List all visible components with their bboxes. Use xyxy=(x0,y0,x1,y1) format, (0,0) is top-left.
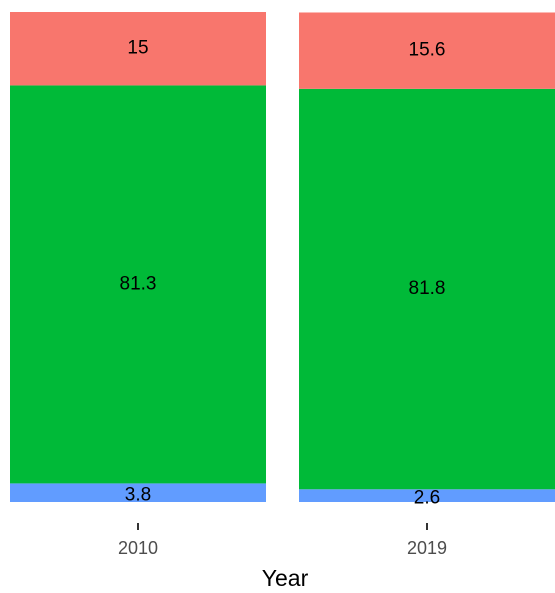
bar-segment xyxy=(10,12,266,86)
data-label: 3.8 xyxy=(125,485,151,506)
data-label: 81.3 xyxy=(120,273,157,294)
x-tick-label: 2010 xyxy=(118,538,158,558)
bar-segment xyxy=(10,85,266,484)
data-label: 81.8 xyxy=(409,278,446,299)
x-axis-title: Year xyxy=(262,565,309,591)
x-tick-label: 2019 xyxy=(407,538,447,558)
data-label: 2.6 xyxy=(414,488,440,509)
bar-segment xyxy=(299,88,555,490)
data-label: 15.6 xyxy=(409,40,446,61)
bar-segment xyxy=(299,489,555,502)
bar-segment xyxy=(299,12,555,89)
data-label: 15 xyxy=(127,38,148,59)
bar-segment xyxy=(10,483,266,502)
